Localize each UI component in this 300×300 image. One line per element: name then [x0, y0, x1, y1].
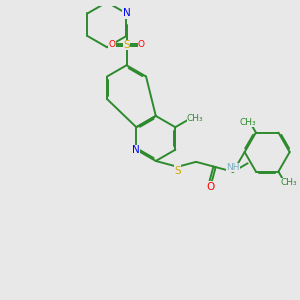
Text: NH: NH [226, 163, 240, 172]
Text: O: O [138, 40, 145, 50]
Text: CH₃: CH₃ [281, 178, 298, 187]
Text: O: O [206, 182, 214, 192]
Text: N: N [123, 8, 130, 19]
Text: CH₃: CH₃ [240, 118, 256, 127]
Text: S: S [174, 166, 181, 176]
Text: O: O [108, 40, 116, 50]
Text: N: N [132, 145, 140, 155]
Text: S: S [123, 40, 130, 50]
Text: CH₃: CH₃ [187, 114, 203, 123]
